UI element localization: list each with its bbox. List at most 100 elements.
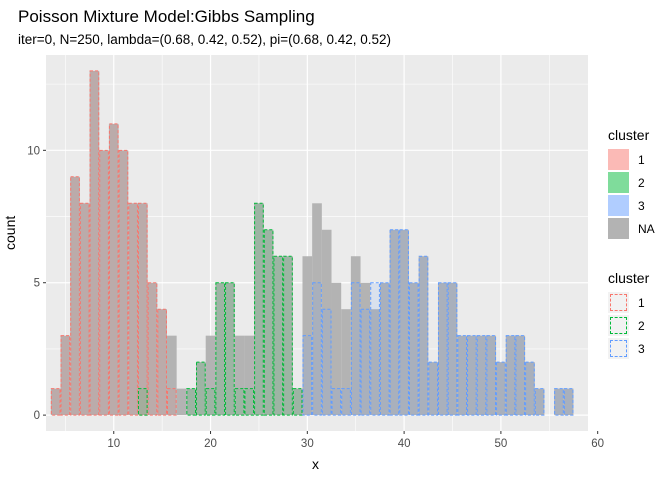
cluster-1-bar <box>70 176 80 416</box>
cluster-3-bar <box>467 335 477 416</box>
total-bar <box>186 388 197 416</box>
cluster-1-bar <box>137 202 148 416</box>
cluster-3-bar <box>437 282 448 416</box>
legend-line-item: 2 <box>608 314 649 337</box>
cluster-3-bar <box>563 388 574 416</box>
total-bar <box>312 203 322 416</box>
total-bar <box>108 123 119 416</box>
y-tick-label: 0 <box>34 410 40 422</box>
cluster-2-bar <box>215 282 226 416</box>
total-bar <box>408 282 419 416</box>
cluster-3-bar <box>350 282 361 416</box>
x-tick-label: 50 <box>494 438 507 450</box>
cluster-3-bar <box>331 388 342 416</box>
total-bar <box>166 335 177 416</box>
total-bar <box>447 282 458 416</box>
cluster-3-bar <box>534 388 545 416</box>
cluster-1-bar <box>157 308 167 416</box>
axes: 10 20 30 40 50 60 0 5 10 <box>27 145 604 450</box>
cluster-1-bar <box>50 388 61 416</box>
cluster-outline-bars <box>50 70 574 416</box>
cluster-2-bar <box>225 282 235 416</box>
cluster-3-bar <box>457 335 468 416</box>
y-tick-label: 10 <box>27 145 40 157</box>
chart-subtitle: iter=0, N=250, lambda=(0.68, 0.42, 0.52)… <box>18 32 391 47</box>
cluster-3-bar <box>476 335 487 416</box>
cluster-3-bar <box>428 361 438 416</box>
total-bar <box>99 150 109 416</box>
legend-line-item: 3 <box>608 337 649 360</box>
x-tick-label: 10 <box>107 438 120 450</box>
total-bar <box>389 229 400 416</box>
legend-fill-swatch <box>608 195 629 216</box>
total-bar <box>563 388 574 416</box>
legend-fill-swatch <box>608 149 629 170</box>
legend-fill-item: 3 <box>608 194 655 217</box>
cluster-3-bar <box>525 361 535 416</box>
legend-line-swatch <box>608 315 629 336</box>
total-bar <box>554 388 564 416</box>
total-bar <box>534 388 545 416</box>
cluster-3-bar <box>379 282 390 416</box>
cluster-3-bar <box>370 282 380 416</box>
total-bar <box>50 388 61 416</box>
cluster-3-bar <box>486 335 497 416</box>
x-tick-label: 60 <box>591 438 604 450</box>
legend-line-label: 3 <box>638 341 645 356</box>
total-bar <box>283 256 293 416</box>
cluster-1-bar <box>79 202 90 416</box>
total-bar <box>379 282 390 416</box>
total-bar <box>292 388 303 416</box>
total-bar <box>234 335 245 416</box>
total-bar <box>515 335 526 416</box>
total-bar <box>428 362 438 416</box>
total-bar <box>360 282 371 416</box>
total-bar <box>321 229 332 416</box>
total-bar <box>205 335 216 416</box>
x-tick-label: 30 <box>301 438 314 450</box>
legend-line-title: cluster <box>608 270 650 286</box>
legend-line-swatch <box>608 292 629 313</box>
legend-fill-label: NA <box>638 221 655 236</box>
cluster-3-bar <box>399 229 409 416</box>
total-bar <box>331 282 342 416</box>
total-bar <box>505 335 516 416</box>
cluster-2-bar <box>234 388 245 416</box>
total-bar <box>437 282 448 416</box>
total-bar <box>137 203 148 416</box>
total-bar <box>128 203 138 416</box>
total-bar <box>457 335 468 416</box>
cluster-2-bar <box>283 255 293 416</box>
total-bar <box>254 203 264 416</box>
cluster-2-bar <box>273 255 284 416</box>
legend-fill-item: 1 <box>608 148 655 171</box>
cluster-2-bar <box>196 361 206 416</box>
total-bar <box>176 388 187 416</box>
legend-fill-label: 3 <box>638 198 645 213</box>
cluster-1-bar <box>166 388 177 416</box>
cluster-2-bar <box>254 202 264 416</box>
cluster-2-bar <box>292 388 303 416</box>
cluster-2-bar <box>137 388 148 416</box>
legend-fill: cluster 1 2 3 NA <box>608 127 655 240</box>
cluster-3-bar <box>505 335 516 416</box>
cluster-3-bar <box>447 282 458 416</box>
legend-line-swatch <box>608 338 629 359</box>
total-bar <box>263 229 274 416</box>
total-bar <box>196 362 206 416</box>
legend-fill-title: cluster <box>608 127 650 143</box>
total-bar <box>244 335 255 416</box>
total-bar <box>341 309 351 416</box>
total-bar <box>118 150 129 416</box>
cluster-3-bar <box>418 255 429 416</box>
cluster-3-bar <box>312 282 322 416</box>
legend-fill-item: 2 <box>608 171 655 194</box>
cluster-3-bar <box>302 335 313 416</box>
total-bar <box>225 282 235 416</box>
cluster-3-bar <box>515 335 526 416</box>
legend-line-label: 2 <box>638 318 645 333</box>
cluster-1-bar <box>128 202 138 416</box>
total-bar <box>496 362 506 416</box>
legend-fill-label: 1 <box>638 152 645 167</box>
